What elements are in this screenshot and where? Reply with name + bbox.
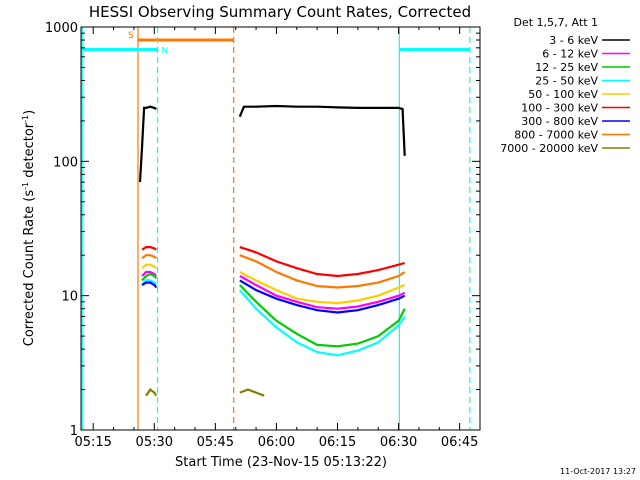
series-line <box>138 105 157 183</box>
legend-label: 3 - 6 keV <box>549 34 598 47</box>
y-axis-label-sup1: -1 <box>21 182 30 190</box>
x-tick-label: 05:30 <box>136 435 173 450</box>
y-tick-label: 1000 <box>45 21 78 36</box>
legend-title: Det 1,5,7, Att 1 <box>514 16 598 29</box>
series-line <box>238 289 406 357</box>
plot-area: SN 05:15 05:30 05:45 06:00 06:15 06:30 06:45 1… <box>45 21 481 450</box>
footer-date: 11-Oct-2017 13:27 <box>560 467 636 476</box>
x-tick-label: 06:45 <box>441 435 478 450</box>
legend-label: 50 - 100 keV <box>528 88 598 101</box>
y-tick-label: 10 <box>61 290 78 305</box>
y-tick-label: 1 <box>70 424 78 439</box>
legend-label: 6 - 12 keV <box>542 48 598 61</box>
y-axis-ticks: 1 10 100 1000 <box>45 21 480 439</box>
series-line <box>141 270 158 277</box>
series-line <box>141 281 158 289</box>
x-tick-label: 06:30 <box>380 435 417 450</box>
series-line <box>141 279 158 286</box>
chart-title: HESSI Observing Summary Count Rates, Cor… <box>89 3 471 21</box>
series-line <box>239 279 406 314</box>
x-tick-label: 06:00 <box>258 435 295 450</box>
series-line <box>239 246 405 278</box>
plot-frame <box>80 26 481 431</box>
series-line <box>238 104 406 156</box>
series-line <box>239 271 406 305</box>
series-layer <box>138 104 406 397</box>
legend-label: 800 - 7000 keV <box>514 129 598 142</box>
legend-label: 25 - 50 keV <box>535 75 598 88</box>
x-tick-label: 06:15 <box>319 435 356 450</box>
y-axis-label-mid: detector <box>22 122 37 182</box>
x-tick-label: 05:15 <box>74 435 111 450</box>
y-axis-label-sup2: -1 <box>21 115 30 123</box>
interval-bar-label: N <box>162 46 169 56</box>
series-line <box>141 254 157 260</box>
legend-label: 12 - 25 keV <box>535 61 598 74</box>
series-line <box>141 263 158 270</box>
x-axis-label: Start Time (23-Nov-15 05:13:22) <box>175 455 387 470</box>
series-line <box>239 254 406 289</box>
y-axis-label: Corrected Count Rate (s-1 detector-1) <box>21 110 37 346</box>
series-line <box>141 272 158 282</box>
series-line <box>239 275 406 310</box>
legend-label: 7000 - 20000 keV <box>500 142 598 155</box>
series-line <box>141 246 157 251</box>
y-axis-label-end: ) <box>22 110 37 115</box>
series-line <box>239 284 406 348</box>
interval-bar-label: S <box>128 31 134 41</box>
x-tick-label: 05:45 <box>197 435 234 450</box>
y-axis-label-main: Corrected Count Rate (s <box>22 190 37 347</box>
y-tick-label: 100 <box>53 155 78 170</box>
series-line <box>239 388 265 397</box>
legend-label: 100 - 300 keV <box>521 102 598 115</box>
annotations-layer: SN <box>81 27 471 430</box>
series-line <box>145 388 158 397</box>
legend-label: 300 - 800 keV <box>521 115 598 128</box>
x-axis-ticks: 05:15 05:30 05:45 06:00 06:15 06:30 06:45 <box>74 27 481 450</box>
